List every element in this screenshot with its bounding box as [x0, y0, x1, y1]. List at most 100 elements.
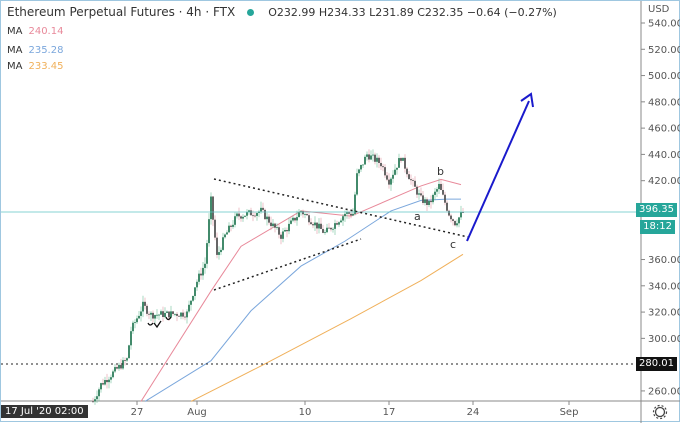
candle-body: [366, 154, 368, 157]
candle: [208, 213, 210, 247]
candle: [452, 218, 454, 226]
settings-gear-icon[interactable]: [652, 404, 668, 420]
triangle-lower-trendline[interactable]: [213, 238, 362, 291]
candle: [328, 223, 330, 229]
candle: [420, 187, 422, 197]
candle-body: [180, 312, 182, 317]
candle-body: [332, 228, 334, 230]
candle: [424, 197, 426, 206]
ma-legend-2[interactable]: MA 235.28: [7, 45, 63, 56]
candle-body: [312, 224, 314, 226]
moving-average-line-1[interactable]: [140, 178, 462, 402]
projection-arrow[interactable]: [466, 100, 530, 242]
arrow-head-icon: [520, 92, 534, 108]
candle: [426, 197, 428, 212]
candle-body: [262, 207, 264, 210]
candle-body: [246, 212, 248, 216]
candle: [266, 212, 268, 226]
candle: [458, 216, 460, 228]
candle: [438, 178, 440, 195]
candle-body: [360, 164, 362, 170]
candle-body: [226, 232, 228, 235]
candle-body: [94, 399, 96, 402]
candle: [220, 247, 222, 256]
candle-body: [252, 215, 254, 217]
candle-body: [214, 219, 216, 238]
moving-average-line-3[interactable]: [190, 253, 464, 402]
candle-body: [326, 227, 328, 233]
candle: [394, 164, 396, 176]
candle: [112, 369, 114, 379]
candle-body: [372, 154, 374, 156]
candle: [374, 152, 376, 165]
candle-body: [138, 315, 140, 319]
candle: [104, 376, 106, 386]
check-mark-annotations: [147, 316, 172, 329]
candle: [182, 309, 184, 320]
candle: [210, 192, 212, 225]
candle: [360, 164, 362, 173]
candle-body: [288, 223, 290, 232]
candle: [132, 320, 134, 335]
candle-body: [394, 169, 396, 175]
candle-body: [454, 220, 456, 226]
candle: [150, 311, 152, 321]
candle-body: [234, 216, 236, 225]
candle: [246, 209, 248, 220]
candle: [198, 270, 200, 285]
candle: [412, 178, 414, 187]
candle-body: [154, 315, 156, 319]
candle: [320, 217, 322, 230]
triangle-upper-trendline[interactable]: [213, 178, 469, 238]
candle: [126, 357, 128, 362]
candle: [232, 219, 234, 229]
candle: [286, 227, 288, 238]
candle: [418, 189, 420, 200]
candle-body: [380, 162, 382, 167]
candle-body: [210, 196, 212, 220]
candle: [388, 173, 390, 189]
candle: [390, 177, 392, 191]
candle-body: [220, 249, 222, 253]
ma-legend-3[interactable]: MA 233.45: [7, 61, 63, 72]
candle-body: [176, 313, 178, 316]
candle: [98, 387, 100, 402]
candle-body: [146, 305, 148, 314]
candle-body: [112, 371, 114, 378]
candle: [234, 212, 236, 228]
candle-body: [428, 200, 430, 205]
time-tick-label: 10: [299, 407, 312, 418]
wave-label-b: b: [437, 165, 444, 178]
candle: [92, 397, 94, 403]
candle-body: [398, 158, 400, 168]
candle: [404, 154, 406, 173]
candle: [294, 217, 296, 223]
candle-body: [290, 220, 292, 224]
candle: [256, 211, 258, 221]
candle-body: [106, 380, 108, 383]
candle-body: [142, 301, 144, 312]
candle: [284, 227, 286, 233]
ohlc-values: O232.99 H234.33 L231.89 C232.35 −0.64 (−…: [268, 6, 557, 19]
candle-body: [118, 364, 120, 369]
candle: [162, 306, 164, 322]
candle: [346, 209, 348, 219]
candle: [278, 223, 280, 239]
candle: [372, 149, 374, 162]
candle: [202, 261, 204, 280]
candle-body: [410, 179, 412, 181]
candle-body: [174, 313, 176, 315]
ma-legend-1[interactable]: MA 240.14: [7, 26, 63, 37]
moving-average-line-2[interactable]: [144, 198, 461, 402]
candle-body: [130, 331, 132, 346]
candle-body: [354, 194, 356, 214]
symbol-title[interactable]: Ethereum Perpetual Futures · 4h · FTX: [7, 5, 236, 19]
candle-body: [316, 222, 318, 229]
candle: [368, 149, 370, 163]
candle-body: [358, 169, 360, 174]
candle: [326, 223, 328, 234]
candle-body: [458, 217, 460, 224]
candle: [128, 344, 130, 359]
